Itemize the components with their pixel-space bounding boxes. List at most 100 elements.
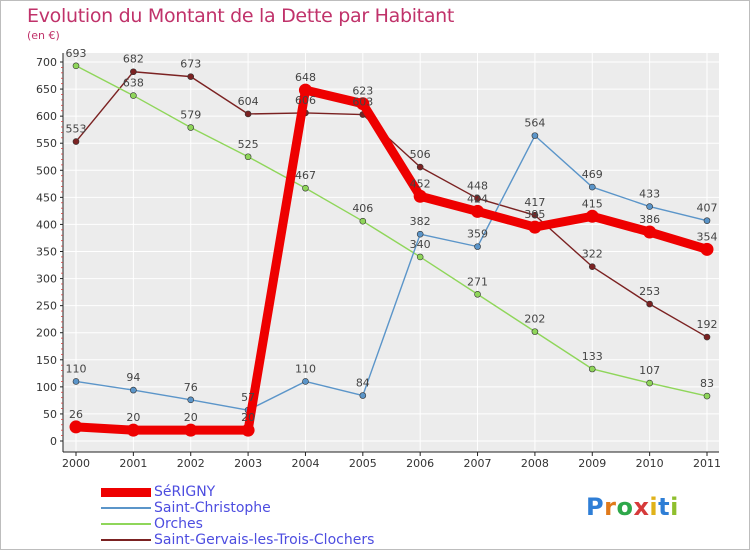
series-line [75,134,708,411]
data-label: 110 [66,362,87,375]
logo-letter: t [658,493,671,521]
x-tick-label: 2000 [62,457,90,470]
data-label: 673 [180,58,201,71]
legend-label: Saint-Gervais-les-Trois-Clochers [154,532,375,548]
x-tick-label: 2007 [464,457,492,470]
data-label: 604 [238,95,259,108]
data-point [187,124,195,131]
y-tick-label: 600 [36,110,57,123]
series-line [75,71,708,338]
data-label: 467 [295,169,316,182]
y-tick-label: 350 [36,246,57,259]
data-label: 94 [126,371,140,384]
data-label: 26 [69,408,83,421]
data-point [474,195,481,202]
logo-letter: r [604,493,617,521]
data-label: 525 [238,138,259,151]
data-point [588,263,596,270]
y-tick-label: 100 [36,381,57,394]
data-point [359,217,367,225]
data-label: 693 [66,47,87,60]
logo-letter: i [670,493,679,521]
y-tick-label: 400 [36,218,57,231]
x-tick-label: 2006 [406,457,434,470]
data-label: 110 [295,362,316,375]
chart-unit-label: (en €) [27,29,60,42]
data-label: 202 [524,313,545,326]
data-point [703,333,711,341]
logo-letter: o [616,493,634,521]
data-point [72,138,80,145]
data-label: 682 [123,53,144,66]
data-label: 506 [410,148,431,161]
y-tick-label: 500 [36,164,57,177]
data-point [130,92,137,99]
data-point [359,392,367,399]
data-label: 606 [295,94,316,107]
y-tick-label: 700 [36,56,57,69]
data-point [187,396,195,404]
x-tick-label: 2008 [521,457,549,470]
y-tick-label: 550 [36,137,57,150]
data-point [241,423,255,437]
y-tick-label: 300 [36,273,57,286]
series-line [71,85,712,435]
x-tick-label: 2011 [693,457,721,470]
data-label: 623 [352,85,373,98]
data-point [588,183,596,191]
y-tick-label: 50 [43,408,57,421]
data-label: 448 [467,179,488,192]
legend-label: SéRIGNY [154,484,216,500]
data-label: 382 [410,215,431,228]
data-point [643,225,657,239]
data-label: 20 [241,411,255,424]
data-point [298,83,312,97]
data-point [474,290,481,298]
data-label: 603 [352,96,373,109]
data-point [646,300,653,308]
legend-swatch [101,487,151,497]
data-point [413,189,427,203]
chart-title: Evolution du Montant de la Dette par Hab… [27,5,455,27]
x-tick-label: 2003 [234,457,262,470]
y-tick-label: 150 [36,354,57,367]
data-label: 76 [184,381,198,394]
logo-letter: x [633,493,650,521]
data-point [302,378,309,385]
data-label: 469 [582,168,603,181]
data-label: 553 [66,123,87,136]
series-line [75,65,708,397]
data-point [302,184,309,192]
data-point [703,217,711,224]
data-label: 424 [467,192,488,205]
data-point [588,365,596,373]
y-tick-label: 0 [50,435,57,448]
x-tick-label: 2009 [578,457,606,470]
legend-swatch [101,507,151,509]
data-label: 452 [410,177,431,190]
data-point [531,328,539,335]
data-label: 406 [352,202,373,215]
data-point [474,243,481,250]
data-label: 84 [356,377,370,390]
data-point [187,73,195,80]
data-label: 271 [467,275,488,288]
x-tick-label: 2002 [177,457,205,470]
x-tick-label: 2001 [119,457,147,470]
y-tick-label: 650 [36,83,57,96]
data-label: 433 [639,188,660,201]
data-label: 359 [467,228,488,241]
data-point [126,423,140,437]
data-label: 133 [582,350,603,363]
x-tick-label: 2010 [636,457,664,470]
data-point [69,420,83,434]
data-label: 322 [582,248,603,261]
y-tick-label: 450 [36,191,57,204]
data-point [72,378,80,385]
data-point [244,110,252,118]
logo-letter: i [649,493,659,521]
data-point [646,379,653,387]
data-point [130,68,137,76]
legend-label: Orches [154,516,203,532]
data-label: 395 [524,208,545,221]
